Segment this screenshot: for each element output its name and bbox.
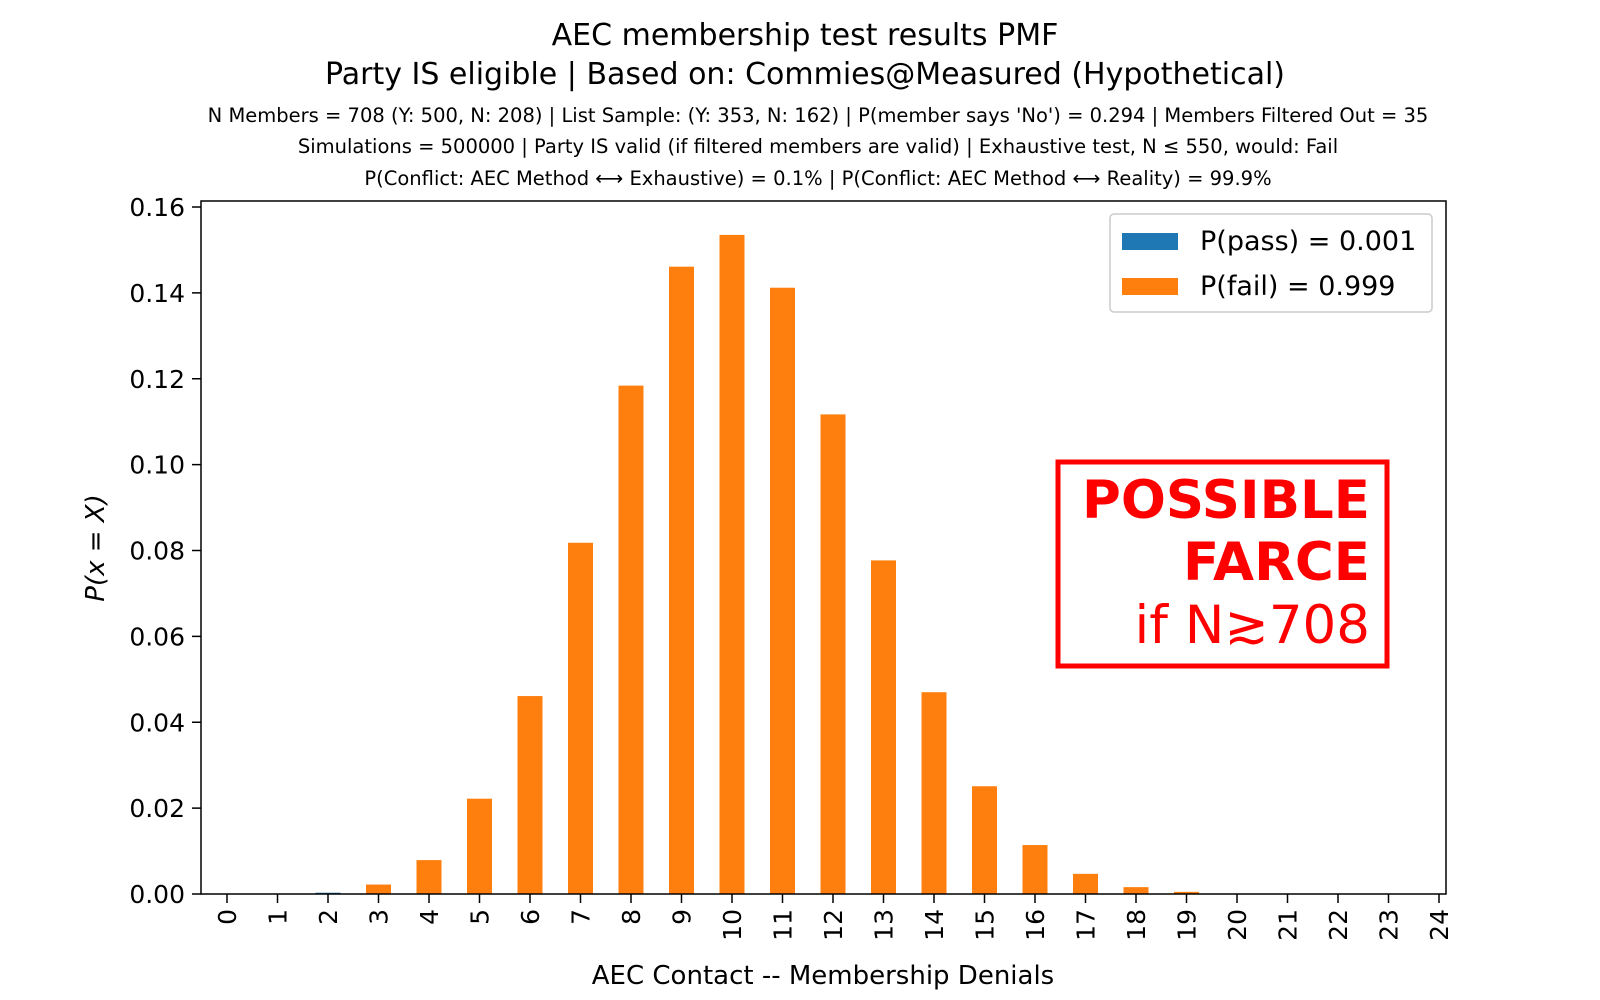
bar-fail-9: [669, 266, 694, 894]
legend-box: [1109, 213, 1433, 313]
bar-fail-13: [871, 560, 896, 894]
bar-fail-12: [820, 414, 846, 894]
y-tick-label: 0.16: [129, 193, 185, 222]
x-tick-label: 7: [567, 909, 596, 925]
annotation-line-3: if N≳708: [1135, 595, 1370, 656]
bar-fail-4: [416, 860, 442, 894]
y-axis-label: P(x = X): [81, 494, 111, 601]
x-tick-label: 23: [1375, 909, 1404, 941]
x-tick-label: 16: [1021, 909, 1050, 941]
bar-fail-7: [568, 542, 593, 894]
chart-subtitle: Party IS eligible | Based on: Commies@Me…: [325, 57, 1285, 92]
x-tick-label: 0: [213, 909, 242, 925]
x-tick-label: 20: [1223, 909, 1252, 941]
plot-frame: [200, 200, 1447, 895]
info-line-1: N Members = 708 (Y: 500, N: 208) | List …: [208, 104, 1429, 127]
legend-label-pass: P(pass) = 0.001: [1200, 226, 1416, 257]
x-axis: 0 1 2 3 4 5 6 7 8 9 10 11 12 13 14 15 16 17 18 19 20 21 22 23 24: [213, 894, 1454, 941]
bar-fail-17: [1073, 873, 1098, 894]
y-tick-label: 0.02: [129, 794, 185, 823]
bar-fail-19: [1174, 891, 1199, 894]
x-tick-label: 18: [1122, 909, 1151, 941]
y-tick-label: 0.06: [129, 622, 185, 651]
farce-annotation: POSSIBLE FARCE if N≳708: [1055, 459, 1390, 669]
x-tick-label: 21: [1274, 909, 1303, 941]
x-tick-label: 1: [264, 909, 293, 925]
y-tick-label: 0.04: [129, 708, 185, 737]
annotation-box: [1055, 459, 1390, 669]
y-tick-label: 0.00: [129, 880, 185, 909]
bar-fail-15: [972, 786, 997, 894]
info-line-3: P(Conflict: AEC Method ⟷ Exhaustive) = 0…: [364, 167, 1271, 190]
y-tick-label: 0.08: [129, 537, 185, 566]
x-tick-label: 19: [1173, 909, 1202, 941]
annotation-line-2: FARCE: [1183, 532, 1370, 593]
x-axis-label: AEC Contact -- Membership Denials: [592, 961, 1054, 991]
bar-fail-8: [618, 385, 644, 894]
y-tick-label: 0.12: [129, 365, 185, 394]
bar-fail-16: [1022, 845, 1048, 894]
bar-fail-14: [921, 692, 947, 894]
y-tick-label: 0.10: [129, 451, 185, 480]
annotation-line-1: POSSIBLE: [1082, 470, 1370, 531]
legend: P(pass) = 0.001 P(fail) = 0.999: [1109, 213, 1433, 313]
x-tick-label: 2: [314, 909, 343, 925]
bar-fail-11: [770, 287, 795, 895]
bar-fail-5: [467, 798, 492, 894]
bar-fail-6: [517, 696, 543, 894]
x-tick-label: 14: [920, 909, 949, 941]
x-tick-label: 8: [617, 909, 646, 925]
x-tick-label: 22: [1324, 909, 1353, 941]
legend-swatch-fail: [1122, 278, 1178, 295]
x-tick-label: 13: [870, 909, 899, 941]
x-tick-label: 3: [365, 909, 394, 925]
x-tick-label: 5: [466, 909, 495, 925]
bar-fail-10: [719, 234, 745, 894]
x-tick-label: 24: [1425, 909, 1454, 941]
y-axis: 0.00 0.02 0.04 0.06 0.08 0.10 0.12 0.14 0.16: [129, 193, 201, 909]
bar-fail-3: [366, 884, 391, 894]
x-tick-label: 9: [668, 909, 697, 925]
legend-swatch-pass: [1122, 233, 1178, 250]
x-tick-label: 4: [415, 909, 444, 925]
x-tick-label: 11: [769, 909, 798, 941]
legend-label-fail: P(fail) = 0.999: [1200, 271, 1396, 302]
x-tick-label: 12: [819, 909, 848, 941]
x-tick-label: 6: [516, 909, 545, 925]
x-tick-label: 15: [971, 909, 1000, 941]
bars-group: [315, 234, 1250, 895]
x-tick-label: 17: [1072, 909, 1101, 941]
x-tick-label: 10: [718, 909, 747, 941]
chart-title: AEC membership test results PMF: [552, 18, 1059, 53]
y-tick-label: 0.14: [129, 279, 185, 308]
bar-fail-18: [1123, 887, 1149, 894]
info-line-2: Simulations = 500000 | Party IS valid (i…: [298, 135, 1338, 158]
